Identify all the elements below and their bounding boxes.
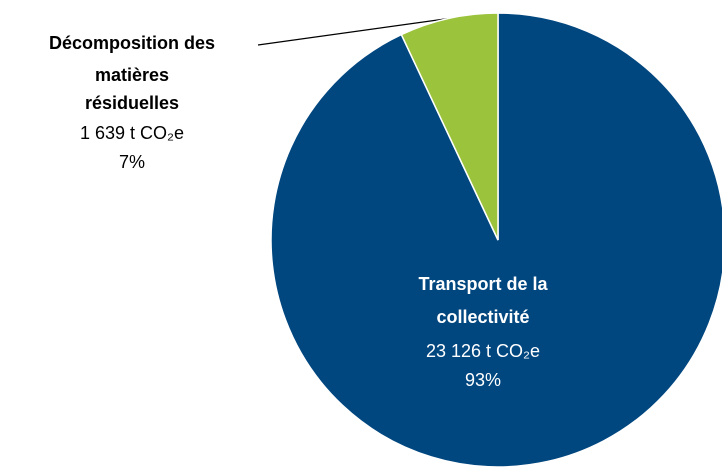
slice-label: Décomposition des — [49, 33, 215, 53]
slice-label: matières — [95, 65, 169, 85]
percent-label: 7% — [119, 152, 145, 172]
slice-label: Transport de la — [418, 274, 548, 294]
slice-label: résiduelles — [85, 93, 179, 113]
pie-slice — [400, 12, 499, 241]
amount-label: 1 639 t CO₂e — [80, 123, 184, 143]
percent-label: 93% — [465, 370, 501, 390]
pie-slice — [270, 12, 722, 468]
slice-label: collectivité — [436, 307, 529, 327]
leader-line — [257, 17, 453, 46]
amount-label: 23 126 t CO₂e — [426, 341, 540, 361]
